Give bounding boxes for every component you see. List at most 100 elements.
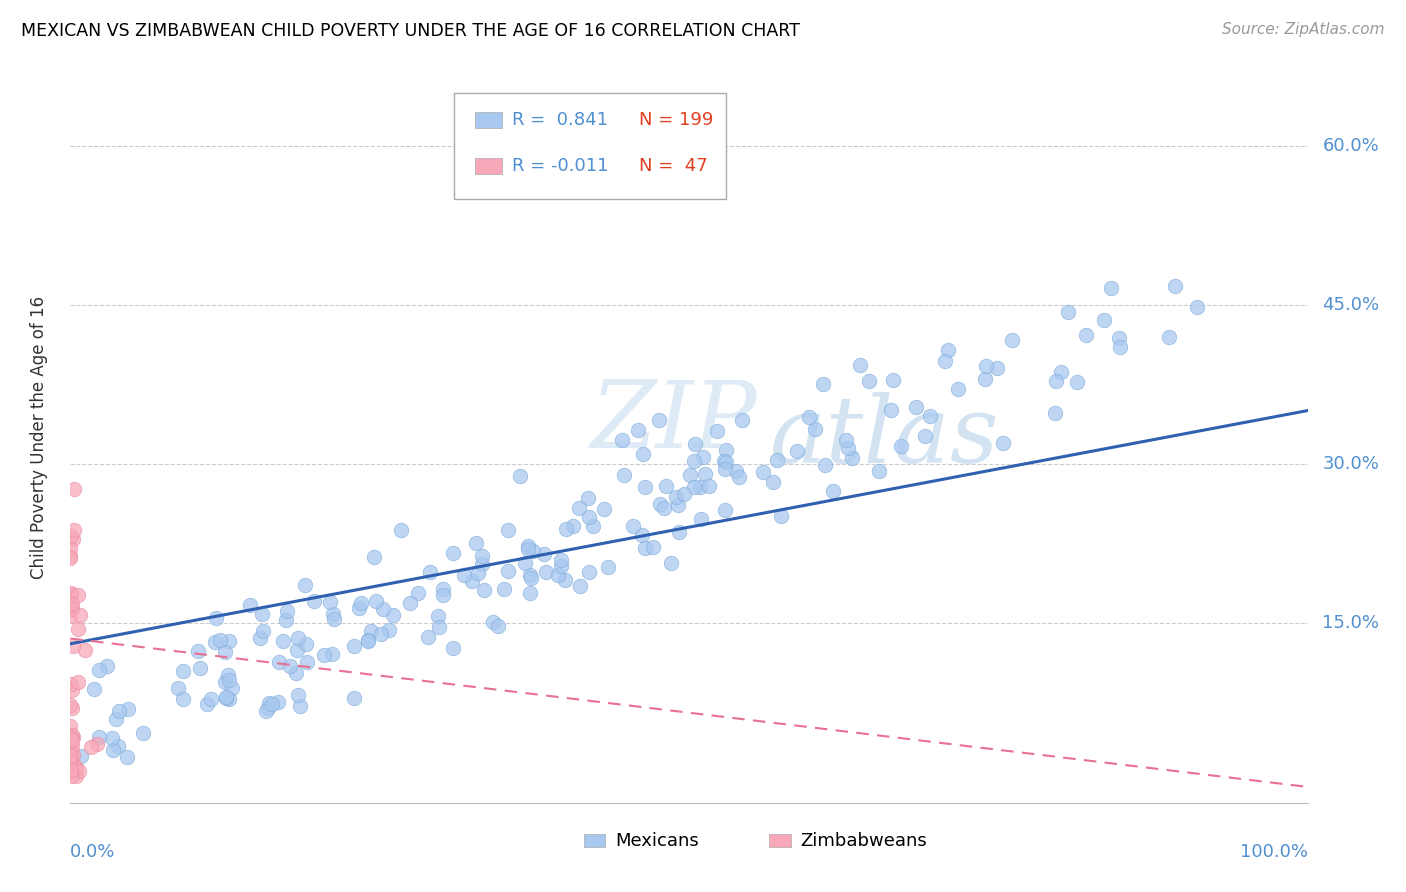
Point	[519, 568, 541, 582]
Point	[496, 523, 519, 537]
Point	[1159, 330, 1181, 344]
Point	[65, 762, 87, 776]
Point	[631, 447, 654, 461]
Point	[1001, 334, 1024, 348]
Point	[683, 480, 706, 494]
Point	[1050, 366, 1073, 380]
Point	[536, 565, 558, 579]
Point	[117, 702, 139, 716]
Point	[714, 462, 737, 476]
Point	[519, 586, 541, 600]
Point	[432, 582, 454, 596]
Point	[568, 500, 591, 515]
Point	[576, 491, 599, 505]
Point	[761, 475, 783, 490]
Point	[714, 503, 737, 517]
Point	[321, 647, 343, 661]
Point	[290, 698, 312, 713]
Point	[841, 450, 863, 465]
Point	[821, 483, 844, 498]
Point	[59, 764, 82, 778]
Point	[1045, 375, 1067, 389]
Point	[517, 541, 540, 556]
Point	[302, 594, 325, 608]
Point	[578, 509, 600, 524]
Point	[554, 573, 576, 587]
Point	[66, 588, 89, 602]
Point	[187, 643, 209, 657]
Point	[107, 739, 129, 753]
Point	[731, 413, 754, 427]
Point	[697, 479, 720, 493]
Point	[814, 458, 837, 473]
Point	[249, 632, 271, 646]
Point	[578, 565, 600, 579]
Point	[465, 536, 488, 550]
Point	[252, 624, 274, 638]
Point	[69, 607, 91, 622]
Point	[934, 354, 956, 368]
Point	[62, 701, 84, 715]
Text: R = -0.011: R = -0.011	[512, 158, 609, 176]
Point	[62, 747, 84, 762]
Text: R =  0.841: R = 0.841	[512, 112, 607, 129]
Point	[60, 598, 83, 612]
Point	[467, 566, 489, 580]
Point	[613, 468, 636, 483]
Point	[80, 740, 103, 755]
Point	[426, 609, 449, 624]
Point	[398, 596, 420, 610]
Point	[217, 668, 239, 682]
Text: MEXICAN VS ZIMBABWEAN CHILD POVERTY UNDER THE AGE OF 16 CORRELATION CHART: MEXICAN VS ZIMBABWEAN CHILD POVERTY UNDE…	[21, 22, 800, 40]
Point	[276, 604, 298, 618]
Point	[60, 733, 83, 747]
Point	[1066, 375, 1088, 389]
Point	[364, 594, 387, 608]
Text: 15.0%: 15.0%	[1323, 614, 1379, 632]
Point	[295, 637, 318, 651]
Point	[882, 373, 904, 387]
Point	[60, 764, 83, 778]
Point	[765, 452, 787, 467]
Point	[215, 690, 238, 704]
Point	[496, 564, 519, 578]
Point	[389, 523, 412, 537]
Point	[1099, 281, 1122, 295]
Point	[60, 728, 83, 742]
Point	[188, 661, 211, 675]
Point	[408, 586, 430, 600]
Point	[218, 673, 240, 687]
Point	[221, 681, 243, 695]
Point	[377, 623, 399, 637]
Point	[96, 659, 118, 673]
Point	[665, 490, 688, 504]
Point	[835, 434, 858, 448]
Point	[515, 556, 537, 570]
Text: 45.0%: 45.0%	[1323, 295, 1379, 314]
Point	[683, 454, 706, 468]
Point	[59, 549, 82, 563]
Point	[285, 665, 308, 680]
Point	[418, 630, 440, 644]
Point	[108, 704, 131, 718]
Point	[60, 739, 83, 754]
Point	[419, 565, 441, 579]
Point	[214, 690, 236, 705]
Point	[67, 674, 90, 689]
Point	[208, 632, 231, 647]
Point	[132, 726, 155, 740]
Text: 30.0%: 30.0%	[1323, 455, 1379, 473]
Point	[1108, 331, 1130, 345]
Point	[520, 571, 543, 585]
Text: Mexicans: Mexicans	[614, 832, 699, 850]
Text: Child Poverty Under the Age of 16: Child Poverty Under the Age of 16	[31, 295, 48, 579]
Point	[509, 469, 531, 483]
Point	[804, 422, 827, 436]
Point	[322, 607, 344, 621]
Point	[654, 479, 676, 493]
Point	[482, 615, 505, 629]
Point	[267, 695, 290, 709]
Point	[1074, 327, 1097, 342]
Point	[612, 433, 634, 447]
Point	[868, 464, 890, 478]
